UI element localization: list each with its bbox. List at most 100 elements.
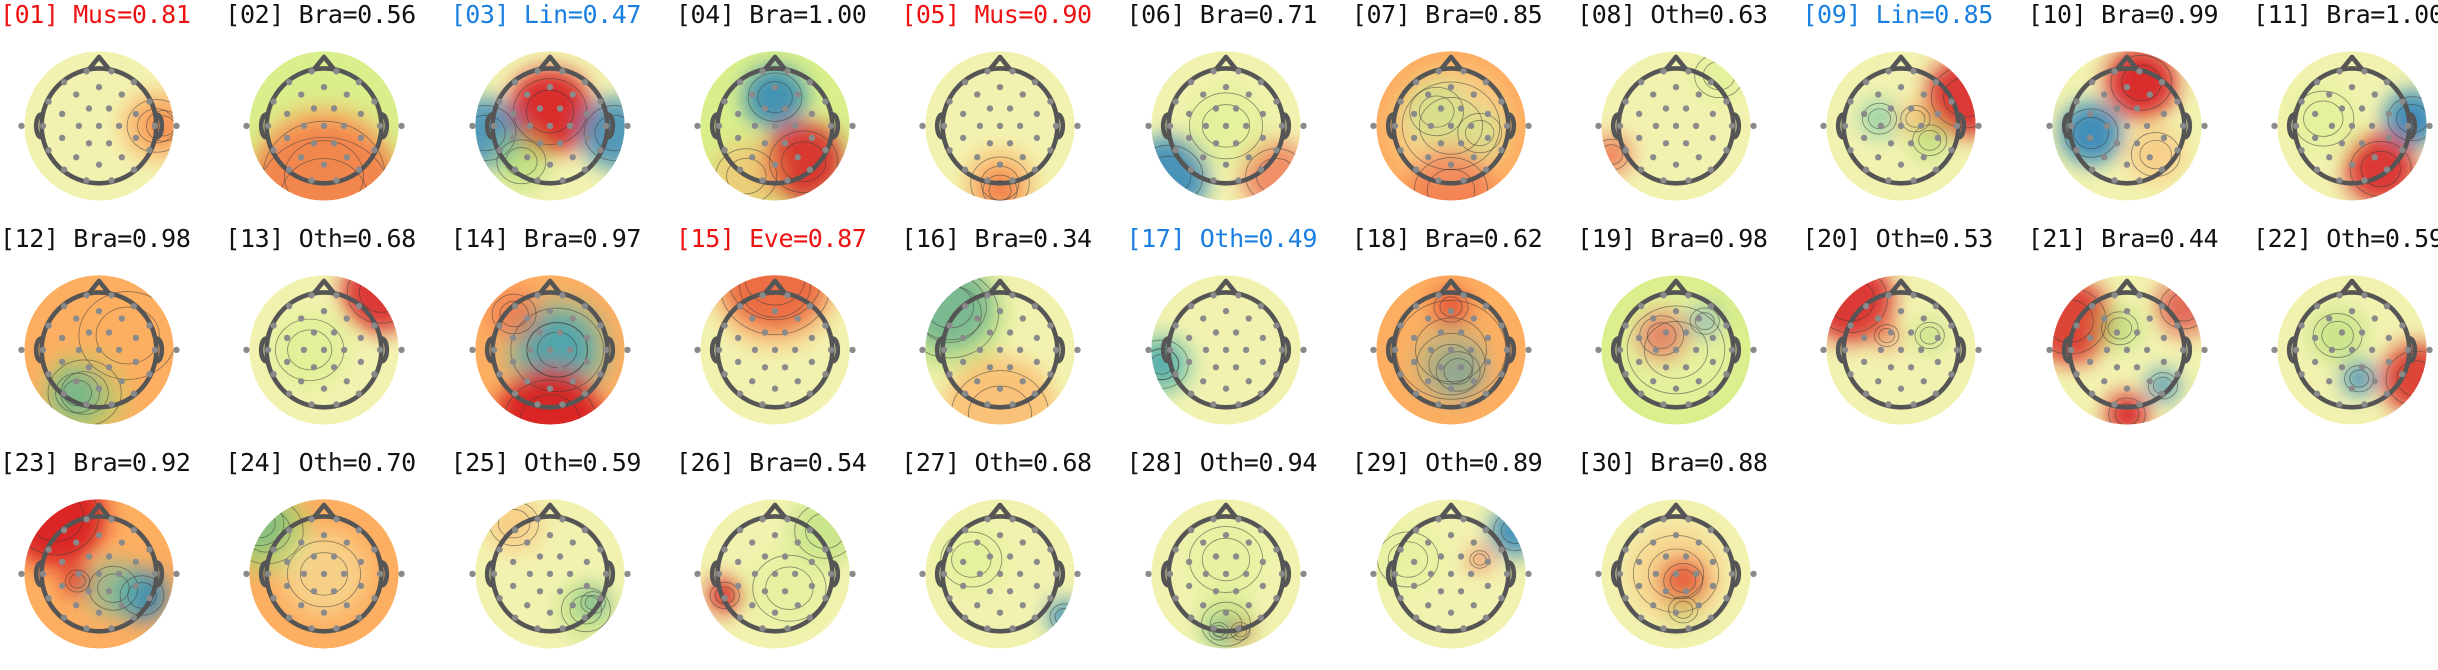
component-score: Bra=0.88: [1650, 448, 1768, 477]
topomap: [468, 275, 631, 425]
component-label: [20] Oth=0.53: [1802, 224, 2022, 254]
component-index: [22]: [2253, 224, 2312, 253]
component-index: [24]: [225, 448, 284, 477]
component-label: [12] Bra=0.98: [0, 224, 220, 254]
component-cell: [19] Bra=0.98: [1577, 224, 1797, 446]
topomap: [919, 499, 1081, 649]
component-cell: [10] Bra=0.99: [2028, 0, 2248, 222]
component-score: Eve=0.87: [749, 224, 867, 253]
component-label: [19] Bra=0.98: [1577, 224, 1797, 254]
component-index: [27]: [901, 448, 960, 477]
topomap: [1595, 51, 1757, 201]
component-score: Bra=0.98: [1650, 224, 1768, 253]
component-cell: [15] Eve=0.87: [676, 224, 896, 446]
component-index: [05]: [901, 0, 960, 29]
component-score: Bra=0.92: [73, 448, 191, 477]
topomap: [1370, 275, 1532, 425]
component-cell: [22] Oth=0.59: [2253, 224, 2438, 446]
topomap: [2046, 275, 2208, 425]
topomap: [919, 275, 1081, 425]
component-score: Oth=0.59: [2326, 224, 2438, 253]
topomap: [1820, 51, 1983, 201]
component-cell: [23] Bra=0.92: [0, 448, 220, 670]
component-cell: [17] Oth=0.49: [1127, 224, 1347, 446]
component-label: [17] Oth=0.49: [1127, 224, 1347, 254]
topomap: [1370, 499, 1532, 649]
component-label: [13] Oth=0.68: [225, 224, 445, 254]
topomap: [1595, 499, 1757, 649]
component-index: [02]: [225, 0, 284, 29]
component-score: Bra=0.98: [73, 224, 191, 253]
component-label: [06] Bra=0.71: [1127, 0, 1347, 30]
topomap: [1595, 275, 1757, 425]
component-index: [23]: [0, 448, 59, 477]
component-cell: [06] Bra=0.71: [1127, 0, 1347, 222]
component-cell: [29] Oth=0.89: [1352, 448, 1572, 670]
component-index: [25]: [450, 448, 510, 477]
component-cell: [18] Bra=0.62: [1352, 224, 1572, 446]
component-label: [30] Bra=0.88: [1577, 448, 1797, 478]
component-cell: [11] Bra=1.00: [2253, 0, 2438, 222]
component-cell: [27] Oth=0.68: [901, 448, 1121, 670]
component-score: Mus=0.81: [73, 0, 191, 29]
component-cell: [28] Oth=0.94: [1127, 448, 1347, 670]
topomap: [1144, 275, 1307, 425]
component-index: [14]: [450, 224, 510, 253]
component-index: [21]: [2027, 224, 2087, 253]
component-score: Bra=0.34: [974, 224, 1092, 253]
component-index: [29]: [1351, 448, 1411, 477]
component-index: [03]: [450, 0, 510, 29]
component-index: [09]: [1802, 0, 1861, 29]
component-score: Bra=1.00: [749, 0, 867, 29]
component-index: [04]: [675, 0, 735, 29]
topomap: [694, 499, 856, 649]
component-cell: [02] Bra=0.56: [225, 0, 445, 222]
topomap: [1820, 275, 1983, 425]
component-index: [26]: [675, 448, 735, 477]
component-score: Oth=0.70: [298, 448, 417, 477]
topomap: [919, 51, 1081, 201]
component-score: Bra=0.99: [2100, 0, 2219, 29]
component-label: [01] Mus=0.81: [0, 0, 220, 30]
component-cell: [07] Bra=0.85: [1352, 0, 1572, 222]
topomap: [1370, 51, 1532, 201]
topomap: [468, 499, 631, 649]
component-cell: [01] Mus=0.81: [0, 0, 220, 222]
component-index: [08]: [1577, 0, 1636, 29]
component-score: Oth=0.49: [1199, 224, 1318, 253]
component-label: [28] Oth=0.94: [1127, 448, 1347, 478]
component-score: Oth=0.63: [1650, 0, 1768, 29]
topomap: [1144, 499, 1307, 649]
component-score: Bra=0.97: [523, 224, 642, 253]
component-index: [11]: [2253, 0, 2312, 29]
component-cell: [14] Bra=0.97: [451, 224, 671, 446]
component-score: Bra=0.44: [2100, 224, 2219, 253]
topomap: [694, 51, 856, 201]
component-score: Bra=0.54: [749, 448, 867, 477]
component-index: [07]: [1351, 0, 1411, 29]
component-label: [02] Bra=0.56: [225, 0, 445, 30]
component-label: [29] Oth=0.89: [1352, 448, 1572, 478]
topomap: [2046, 51, 2208, 201]
component-index: [17]: [1126, 224, 1186, 253]
component-score: Oth=0.94: [1199, 448, 1318, 477]
component-index: [16]: [901, 224, 960, 253]
component-index: [28]: [1126, 448, 1186, 477]
component-cell: [21] Bra=0.44: [2028, 224, 2248, 446]
component-score: Mus=0.90: [974, 0, 1092, 29]
component-cell: [03] Lin=0.47: [451, 0, 671, 222]
component-index: [19]: [1577, 224, 1636, 253]
component-label: [03] Lin=0.47: [451, 0, 671, 30]
component-label: [09] Lin=0.85: [1802, 0, 2022, 30]
component-index: [06]: [1126, 0, 1186, 29]
component-cell: [05] Mus=0.90: [901, 0, 1121, 222]
component-score: Bra=0.71: [1199, 0, 1318, 29]
component-label: [26] Bra=0.54: [676, 448, 896, 478]
component-score: Bra=0.62: [1425, 224, 1543, 253]
component-label: [08] Oth=0.63: [1577, 0, 1797, 30]
component-label: [25] Oth=0.59: [451, 448, 671, 478]
component-label: [10] Bra=0.99: [2028, 0, 2248, 30]
component-score: Oth=0.53: [1875, 224, 1994, 253]
component-index: [10]: [2027, 0, 2087, 29]
